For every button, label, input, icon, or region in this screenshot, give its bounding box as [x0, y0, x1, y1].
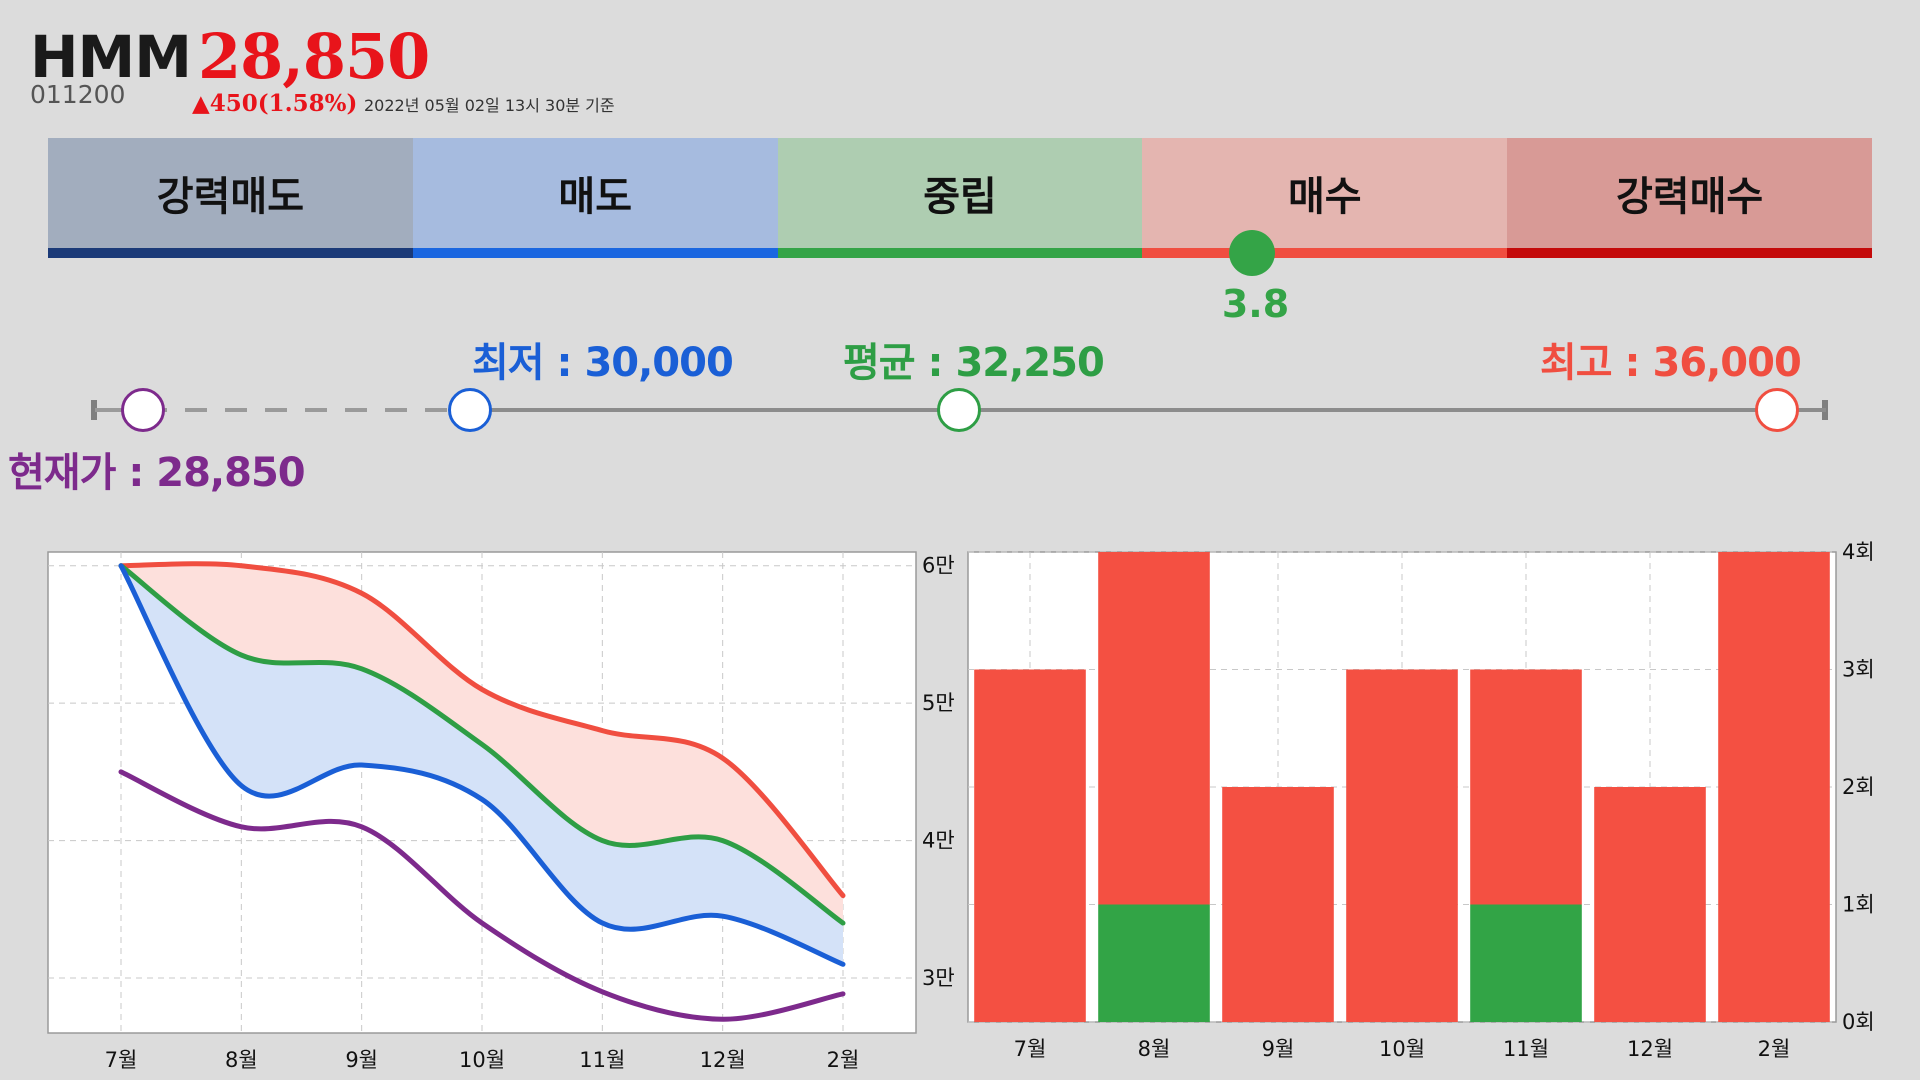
rating-segment-sell: 매도 — [412, 138, 778, 258]
bar-red — [1470, 669, 1582, 905]
rating-bar: 강력매도 매도 중립 매수 강력매수 — [48, 138, 1872, 258]
x-tick-label: 11월 — [1503, 1037, 1549, 1061]
x-tick-label: 10월 — [459, 1048, 505, 1072]
price-change: ▲450(1.58%) — [192, 90, 358, 117]
high-price-label: 최고 : 36,000 — [1540, 340, 1802, 386]
band-fill-avg-low — [121, 565, 843, 965]
avg-price-label: 평균 : 32,250 — [843, 340, 1105, 386]
y-tick-label: 4만 — [922, 829, 955, 853]
rating-label: 매수 — [1287, 174, 1362, 220]
bar-red — [1718, 552, 1830, 1022]
series-line-price — [118, 769, 846, 1022]
x-tick-label: 8월 — [1138, 1037, 1171, 1061]
x-tick-label: 12월 — [700, 1048, 746, 1072]
price-target-line-chart: 3만 4만 5만 6만 7월 8월 9월 10월 11월 12월 2월 — [47, 551, 955, 1072]
rating-underline — [412, 248, 778, 258]
as-of-timestamp: 2022년 05월 02일 13시 30분 기준 — [364, 96, 615, 115]
rating-segment-neutral: 중립 — [777, 138, 1143, 258]
series-line-high — [118, 561, 846, 899]
rating-value: 3.8 — [1221, 282, 1290, 326]
x-tick-label: 7월 — [1014, 1037, 1047, 1061]
avg-price-dot — [937, 388, 981, 432]
rating-underline — [1507, 248, 1872, 258]
x-tick-label: 8월 — [225, 1048, 258, 1072]
x-tick-label: 2월 — [827, 1048, 860, 1072]
y-tick-label: 6만 — [922, 554, 955, 578]
rating-underline — [1142, 248, 1508, 258]
rating-underline — [48, 248, 413, 258]
x-tick-label: 12월 — [1627, 1037, 1673, 1061]
low-price-dot — [448, 388, 492, 432]
y-tick-label: 2회 — [1842, 775, 1875, 799]
y-tick-label: 3만 — [922, 966, 955, 990]
bar-red — [1098, 552, 1210, 905]
bar-green — [1098, 904, 1210, 1022]
series-line-low — [118, 563, 846, 967]
x-tick-label: 11월 — [579, 1048, 625, 1072]
bar-red — [974, 669, 1086, 1022]
rating-count-bar-chart: 0회 1회 2회 3회 4회 7월 8월 9월 10월 11월 12월 2월 — [967, 540, 1875, 1061]
current-price: 28,850 — [198, 20, 430, 93]
ticker-name: HMM — [30, 23, 192, 91]
y-tick-label: 5만 — [922, 691, 955, 715]
bar-red — [1222, 787, 1334, 1022]
bar-red — [1346, 669, 1458, 1022]
x-tick-label: 9월 — [1262, 1037, 1295, 1061]
ticker-code: 011200 — [30, 80, 126, 109]
high-price-dot — [1755, 388, 1799, 432]
y-tick-label: 0회 — [1842, 1010, 1875, 1034]
low-price-label: 최저 : 30,000 — [472, 340, 734, 386]
track-left-cap — [91, 400, 97, 420]
x-tick-label: 9월 — [345, 1048, 378, 1072]
bar-red — [1594, 787, 1706, 1022]
x-tick-label: 7월 — [105, 1048, 138, 1072]
bar-green — [1470, 904, 1582, 1022]
rating-segment-strong-sell: 강력매도 — [48, 138, 413, 258]
rating-segment-buy: 매수 — [1142, 138, 1508, 258]
rating-segment-strong-buy: 강력매수 — [1507, 138, 1872, 258]
rating-label: 강력매도 — [156, 174, 304, 220]
rating-label: 강력매수 — [1615, 174, 1764, 220]
current-price-dot — [121, 388, 165, 432]
current-price-label: 현재가 : 28,850 — [8, 450, 306, 496]
rating-underline — [777, 248, 1143, 258]
y-tick-label: 1회 — [1842, 893, 1875, 917]
x-tick-label: 10월 — [1379, 1037, 1425, 1061]
series-line-avg — [118, 563, 846, 926]
x-tick-label: 2월 — [1758, 1037, 1791, 1061]
rating-marker — [1228, 230, 1275, 276]
rating-label: 매도 — [558, 174, 632, 220]
rating-label: 중립 — [923, 174, 997, 220]
y-tick-label: 3회 — [1842, 658, 1875, 682]
y-tick-label: 4회 — [1842, 540, 1875, 564]
